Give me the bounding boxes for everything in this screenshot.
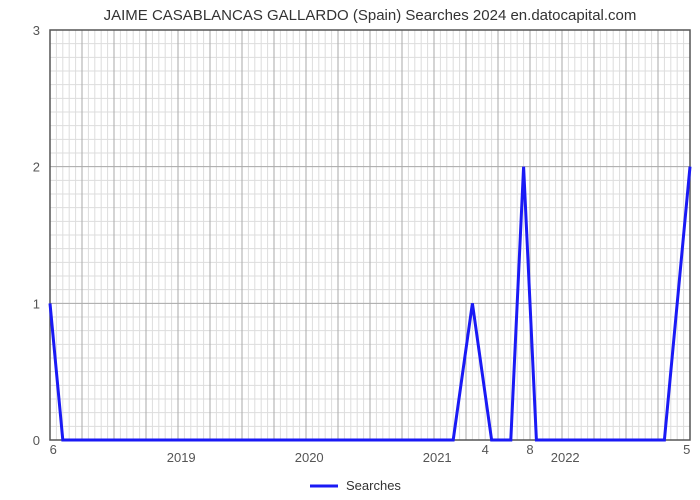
chart-title: JAIME CASABLANCAS GALLARDO (Spain) Searc… xyxy=(104,7,637,24)
y-tick-label: 0 xyxy=(33,433,40,448)
x-year-label: 2021 xyxy=(423,450,452,465)
point-value-label: 5 xyxy=(683,442,690,457)
y-tick-label: 3 xyxy=(33,23,40,38)
searches-line-chart: 0 1 2 3 2019 2020 2021 2022 6 4 8 5 JAIME CASABLANCA… xyxy=(0,0,700,500)
y-tick-label: 2 xyxy=(33,160,40,175)
x-year-label: 2020 xyxy=(295,450,324,465)
x-year-label: 2022 xyxy=(551,450,580,465)
legend-text: Searches xyxy=(346,478,401,493)
chart-svg: 0 1 2 3 2019 2020 2021 2022 6 4 8 5 JAIME CASABLANCA… xyxy=(0,0,700,500)
point-value-label: 4 xyxy=(482,442,489,457)
y-tick-label: 1 xyxy=(33,296,40,311)
point-value-label: 6 xyxy=(50,442,57,457)
point-value-label: 8 xyxy=(526,442,533,457)
x-year-label: 2019 xyxy=(167,450,196,465)
